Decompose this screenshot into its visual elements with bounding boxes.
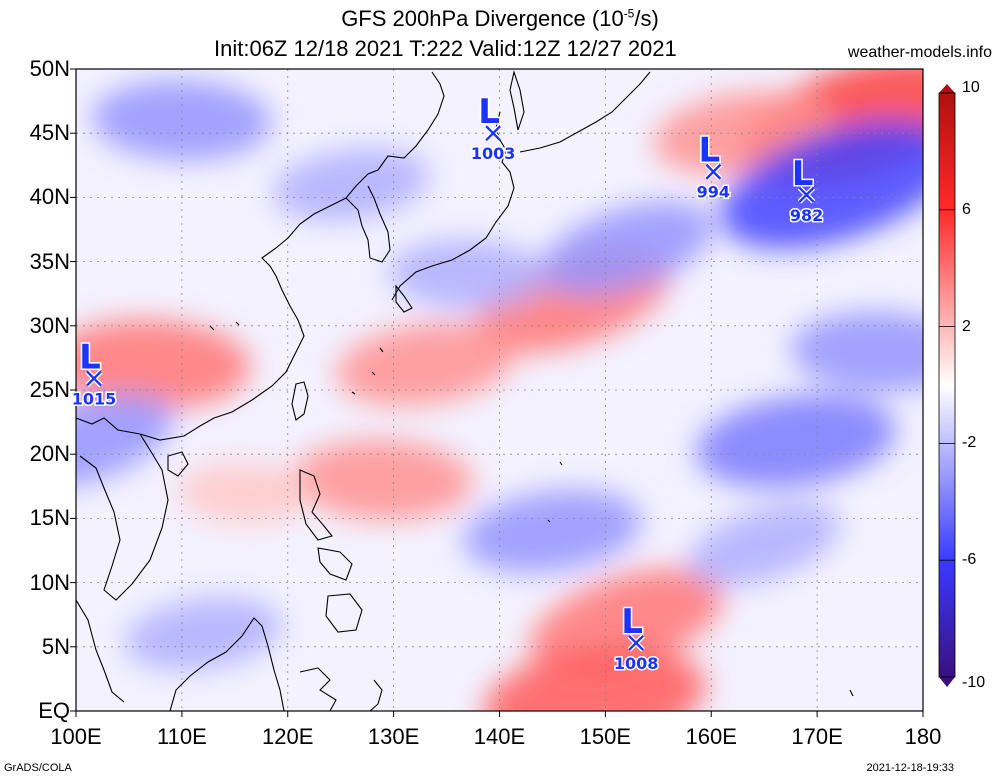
coast-sakhalin — [509, 69, 525, 131]
lon-label: 120E — [262, 724, 314, 749]
low-pressure-value: 1015 — [72, 389, 117, 408]
coast-borneo — [169, 617, 285, 711]
lon-label: 160E — [685, 724, 737, 749]
field-anomaly — [124, 597, 282, 671]
field-anomaly — [688, 502, 841, 586]
lat-label: 10N — [29, 569, 70, 595]
coast-taiwan — [291, 381, 309, 421]
chart-subtitle: Init:06Z 12/18 2021 T:222 Valid:12Z 12/2… — [214, 36, 677, 61]
field-anomaly — [91, 80, 272, 161]
field-anomaly — [336, 322, 515, 406]
divergence-field — [76, 69, 923, 711]
field-anomaly — [529, 568, 724, 674]
coast-sulawesi — [299, 667, 337, 711]
lat-label: 30N — [29, 312, 70, 338]
footer-timestamp: 2021-12-18-19:33 — [866, 762, 954, 774]
chart-title: GFS 200hPa Divergence (10-5/s) — [341, 6, 659, 31]
low-center-x — [628, 635, 644, 651]
lon-label: 100E — [50, 724, 102, 749]
coast-korea — [345, 185, 391, 263]
low-center-x — [485, 125, 501, 142]
lat-label: 45N — [29, 120, 70, 146]
lon-label: 110E — [157, 724, 207, 749]
field-anomaly — [720, 120, 923, 249]
gridlines — [76, 69, 923, 711]
footer-credit: GrADS/COLA — [4, 762, 72, 774]
low-pressure-value: 1003 — [471, 144, 516, 163]
lon-label: 130E — [367, 724, 420, 749]
lon-label: 140E — [473, 724, 526, 749]
colorbar-label: 10 — [962, 79, 980, 96]
low-center-x — [86, 370, 102, 387]
colorbar-top-arrow — [939, 84, 955, 93]
coast-asia — [76, 71, 445, 441]
coast-kamchatka — [519, 71, 651, 153]
field-anomaly — [463, 489, 642, 573]
coast-mindanao — [325, 593, 363, 633]
lat-label: 50N — [29, 56, 70, 81]
lat-label: 25N — [29, 377, 70, 402]
field-anomaly — [695, 394, 896, 488]
field-anomaly — [484, 646, 706, 711]
lon-label: 150E — [579, 724, 632, 749]
low-letter: L — [79, 337, 101, 377]
field-anomaly — [76, 394, 174, 489]
low-center-x — [798, 186, 815, 203]
field-anomaly — [293, 439, 473, 520]
colorbar-label: -6 — [962, 551, 977, 569]
coast-hainan — [167, 451, 189, 477]
colorbar-label: 2 — [962, 317, 971, 335]
lat-label: 35N — [29, 248, 70, 274]
low-pressure-value: 1008 — [614, 654, 659, 673]
low-marker: L 1015 — [70, 336, 118, 410]
axis-ticks — [70, 68, 924, 717]
colorbar-body — [938, 92, 956, 678]
coast-japan — [391, 111, 515, 301]
lon-label: 180 — [904, 724, 942, 749]
colorbar-label: -2 — [962, 434, 977, 452]
colorbar — [938, 84, 956, 687]
coast-islands — [209, 321, 854, 697]
colorbar-label: 6 — [962, 200, 971, 218]
lat-label: 5N — [41, 633, 70, 659]
lat-label: 20N — [29, 441, 70, 467]
lon-label: 170E — [791, 724, 843, 749]
colorbar-ticks — [939, 92, 955, 678]
coastlines — [76, 69, 854, 711]
coast-indochina — [79, 433, 169, 601]
coast-luzon — [299, 469, 333, 541]
coast-halmahera — [369, 679, 383, 711]
field-anomaly — [177, 462, 314, 524]
field-anomaly — [76, 319, 251, 410]
colorbar-bottom-arrow — [939, 677, 955, 687]
coast-visayas — [317, 547, 353, 581]
lat-label: 15N — [29, 505, 70, 531]
field-anomaly — [272, 148, 430, 222]
colorbar-label: -10 — [962, 674, 986, 691]
coast-kyushu — [395, 284, 413, 313]
coast-malay — [76, 599, 125, 703]
field-anomaly — [540, 201, 714, 296]
site-credit: weather-models.info — [847, 44, 992, 61]
low-center-x — [705, 163, 722, 180]
field-anomaly — [790, 311, 923, 392]
low-pressure-value: 994 — [697, 183, 730, 202]
field-anomaly — [388, 239, 547, 310]
low-pressure-value: 982 — [790, 206, 823, 225]
lat-label: 40N — [29, 184, 70, 210]
lat-label: EQ — [38, 698, 70, 723]
